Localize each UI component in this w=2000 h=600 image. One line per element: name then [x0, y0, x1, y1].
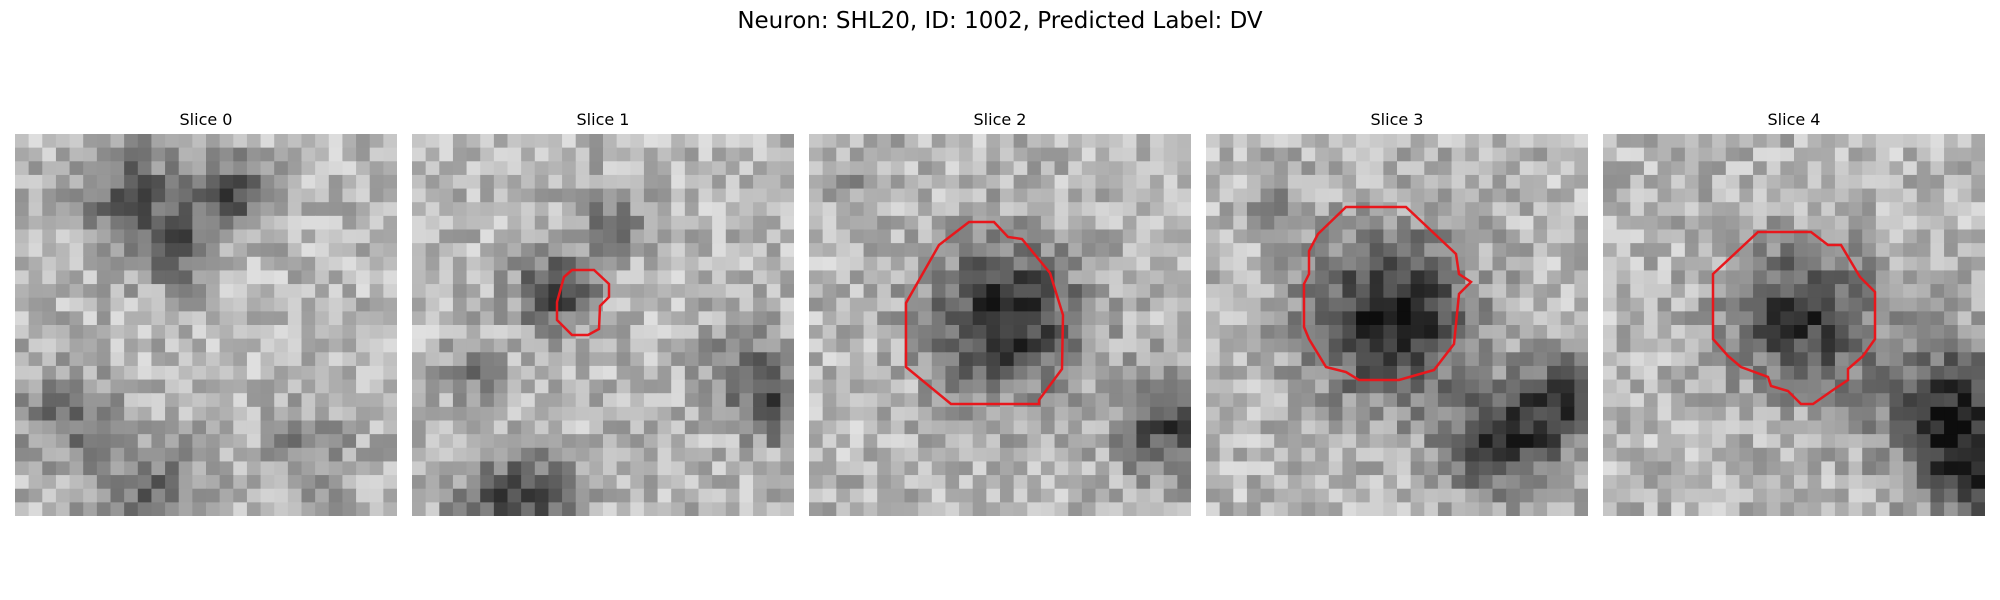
- figure-title: Neuron: SHL20, ID: 1002, Predicted Label…: [737, 8, 1263, 34]
- slice-image: [809, 134, 1191, 516]
- slice-4-image: [1603, 134, 1985, 516]
- slice-title: Slice 3: [1370, 110, 1424, 129]
- slice-panel-0: Slice 0: [15, 110, 397, 516]
- slice-panel-2: Slice 2: [809, 110, 1191, 516]
- cell-contour: [1711, 230, 1877, 406]
- slice-title: Slice 4: [1767, 110, 1821, 129]
- slice-image: [1206, 134, 1588, 516]
- slice-title: Slice 1: [576, 110, 630, 129]
- slice-image: [1603, 134, 1985, 516]
- slice-panel-4: Slice 4: [1603, 110, 1985, 516]
- slice-1-image: [412, 134, 794, 516]
- slice-panel-3: Slice 3: [1206, 110, 1588, 516]
- slice-3-image: [1206, 134, 1588, 516]
- cell-contour: [1302, 205, 1473, 382]
- slice-panel-1: Slice 1: [412, 110, 794, 516]
- cell-contour: [904, 220, 1065, 406]
- slice-title: Slice 0: [179, 110, 233, 129]
- cell-contour: [555, 268, 611, 337]
- slice-0-image: [15, 134, 397, 516]
- slice-title: Slice 2: [973, 110, 1027, 129]
- slice-image: [412, 134, 794, 516]
- slice-image: [15, 134, 397, 516]
- slice-2-image: [809, 134, 1191, 516]
